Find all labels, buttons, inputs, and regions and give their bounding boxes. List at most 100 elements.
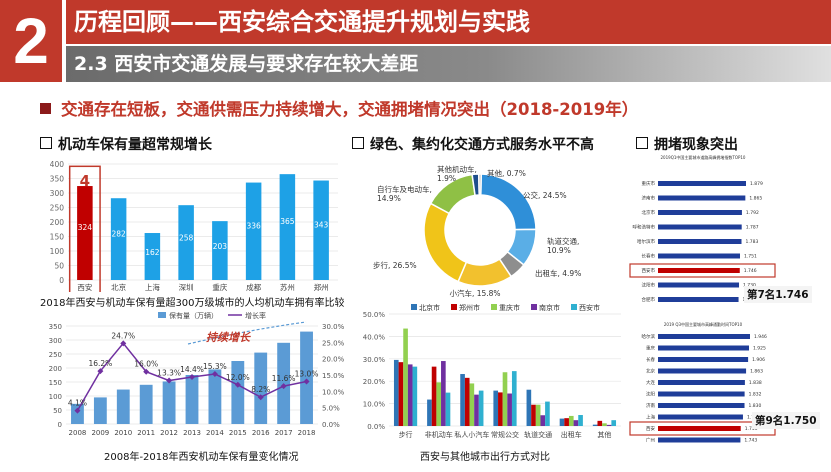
y-tick-label: 50.0% (363, 311, 386, 319)
rank-value: 1.838 (749, 380, 762, 386)
bar (208, 369, 222, 424)
legend-label: 西安市 (579, 303, 600, 312)
x-tick-label: 2009 (91, 429, 109, 437)
legend-swatch (531, 304, 537, 310)
line-point (97, 368, 104, 375)
rank-bar (658, 426, 741, 431)
trend-annotation: 持续增长 (206, 331, 251, 344)
bar (77, 186, 93, 280)
rank-value: 1.879 (750, 181, 763, 187)
bar (469, 383, 475, 426)
rank2-panel: 2019 Q3中国主要城市高峰通勤时间TOP10 哈尔滨 1.946 重庆 1.925… (628, 322, 778, 468)
y-tick-label: 0 (59, 276, 64, 285)
bar (436, 382, 442, 426)
rank1-title: 2019Q1中国主要城市道路高峰拥堵指数TOP10 (660, 155, 746, 160)
rank-city-label: 呼和浩特市 (633, 224, 656, 231)
rank-bar (658, 268, 740, 273)
bar (279, 174, 296, 280)
checkbox-icon (40, 137, 52, 149)
chart1-caption: 2018年西安与机动车保有量超300万级城市的人均机动车拥有率比较 (40, 298, 345, 309)
rank-value: 1.946 (754, 334, 767, 340)
x-tick-label: 2011 (137, 429, 155, 437)
bar (441, 361, 446, 426)
bar (502, 372, 508, 426)
y2-tick-label: 30.0% (322, 323, 345, 331)
y-tick-label: 20.0% (363, 378, 386, 386)
bar (460, 374, 465, 426)
x-tick-label: 步行 (399, 430, 413, 439)
y-tick-label: 150 (49, 379, 62, 387)
bar (245, 182, 262, 280)
rank-city-label: 哈尔滨市 (637, 238, 655, 245)
y-tick-label: 350 (50, 175, 65, 184)
x-tick-label: 私人小汽车 (454, 430, 489, 439)
y-tick-label: 300 (49, 337, 62, 345)
rank-bar (658, 224, 742, 230)
x-tick-label: 出租车 (561, 430, 582, 439)
rank2-bar-chart: 哈尔滨 1.946 重庆 1.925 长春 1.906 北京 1.863 大连 1.838 沈阳 1.… (629, 333, 776, 444)
line-point (120, 340, 127, 347)
section-number: 2 (0, 0, 62, 82)
rank1-bar-chart: 重庆市 1.879 济南市 1.865 北京市 1.792 呼和浩特市 1.787 哈尔滨市 1.… (629, 180, 776, 303)
rank-bar (658, 334, 750, 339)
slice-label: 其他, 0.7% (487, 168, 526, 178)
bar (597, 420, 603, 426)
rank-bar (658, 210, 742, 215)
line-point (189, 373, 195, 380)
rank-value: 1.865 (749, 196, 762, 202)
bullet-square-icon (40, 103, 51, 114)
bar (393, 359, 399, 426)
slice-label: 步行, 26.5% (373, 260, 417, 270)
bar (474, 394, 479, 426)
slice-label: 自行车及电动车, (377, 184, 432, 194)
section-heading: 交通存在短板，交通供需压力持续增大，交通拥堵情况突出（2018-2019年） (40, 96, 638, 120)
bar (578, 415, 583, 426)
bar (139, 384, 153, 424)
y-tick-label: 30.0% (363, 356, 386, 364)
x-tick-label: 郑州 (314, 282, 329, 292)
chart2-caption: 2008年-2018年西安机动车保有量变化情况 (104, 452, 299, 463)
rank-bar (658, 391, 745, 397)
y2-tick-label: 20.0% (322, 356, 345, 364)
y-tick-label: 150 (50, 233, 65, 242)
x-tick-label: 2008 (69, 429, 87, 437)
y2-tick-label: 5.0% (322, 405, 340, 413)
rank-value: 1.750 (745, 426, 758, 432)
bar (559, 418, 565, 426)
bar (178, 205, 194, 280)
x-tick-label: 2013 (183, 429, 201, 437)
line-point (280, 383, 287, 390)
rank-city-label: 西安市 (642, 267, 656, 274)
bar (545, 401, 550, 426)
rank-value: 1.832 (749, 392, 762, 398)
data-label: 324 (78, 223, 93, 232)
bar (231, 361, 245, 424)
rank-bar (658, 414, 743, 420)
bar (611, 420, 617, 426)
rank-city-label: 重庆市 (642, 180, 656, 187)
bar (110, 198, 127, 280)
checkbox-icon (636, 137, 648, 149)
bar (573, 420, 579, 426)
highlight-label: 4 (80, 172, 90, 190)
mode-compare-bar-chart: 北京市 郑州市 重庆市 南京市 西安市 0.0% 10.0% 20.0% 30.0% 40.0% 5… (363, 303, 621, 439)
y-tick-label: 350 (49, 323, 62, 331)
rank-city-label: 北京 (646, 368, 655, 375)
x-tick-label: 2015 (229, 429, 247, 437)
line-point (211, 371, 218, 378)
line-point (143, 368, 150, 375)
legend-swatch (571, 304, 577, 310)
y2-tick-label: 0.0% (322, 421, 340, 429)
slice-label: 小汽车, 15.8% (449, 288, 500, 298)
line-point (74, 407, 81, 414)
section-heading-text: 交通存在短板，交通供需压力持续增大，交通拥堵情况突出（2018-2019年） (61, 100, 639, 119)
slice-label: 其他机动车, (437, 164, 477, 174)
rank1-badge: 第7名1.746 (744, 286, 812, 303)
bar (427, 399, 432, 426)
slice-label: 14.9% (377, 194, 401, 203)
rank-bar (658, 253, 741, 259)
legend-swatch (411, 304, 417, 310)
bar (540, 415, 546, 426)
rank-bar (658, 297, 739, 302)
bar (162, 381, 176, 424)
